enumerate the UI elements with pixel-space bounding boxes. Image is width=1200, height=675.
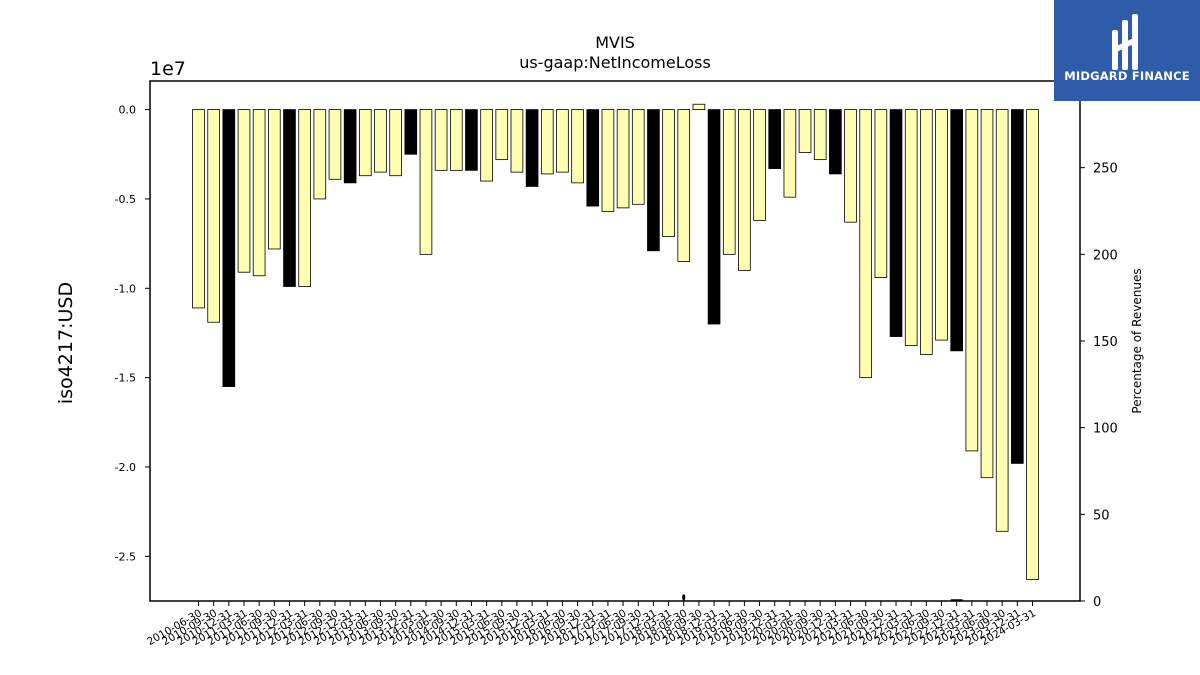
pct-revenue-marker <box>682 594 686 601</box>
bar <box>798 109 812 153</box>
bar <box>207 109 220 323</box>
bar <box>358 109 372 177</box>
bar <box>268 109 281 250</box>
y2-tick-label: 0 <box>1093 595 1101 610</box>
bar <box>859 109 873 379</box>
bar <box>950 109 963 352</box>
bar <box>631 109 645 205</box>
bar <box>889 109 903 337</box>
bar <box>510 109 524 173</box>
bar <box>283 109 296 287</box>
bar <box>480 109 493 182</box>
y2-tick-label: 150 <box>1093 335 1118 350</box>
bar <box>237 109 251 273</box>
y-axis-label: iso4217:USD <box>55 282 77 404</box>
plot-area: 0.0-0.5-1.0-1.5-2.0-2.505010015020025030… <box>115 75 1118 648</box>
bar <box>192 109 205 309</box>
midgard-finance-logo: MIDGARD FINANCE <box>1054 0 1200 101</box>
plot-frame <box>149 80 1081 602</box>
y-tick-label: -2.5 <box>115 550 136 563</box>
bar <box>965 109 979 452</box>
chart-title: MVIS <box>595 33 635 52</box>
y-tick-label: -1.5 <box>115 372 136 385</box>
bar <box>556 109 569 173</box>
bar <box>995 109 1009 532</box>
bar <box>980 109 994 479</box>
bar <box>222 109 236 387</box>
y2-tick-label: 50 <box>1093 508 1110 523</box>
bar <box>343 109 357 184</box>
bar <box>525 109 539 187</box>
y-tick-label: -0.5 <box>115 193 136 206</box>
bar <box>692 103 706 110</box>
y-tick-label: -2.0 <box>115 461 136 474</box>
bar <box>647 109 660 252</box>
bar <box>298 109 311 287</box>
y2-tick-label: 250 <box>1093 162 1118 177</box>
bar <box>616 109 630 209</box>
bar <box>601 109 615 212</box>
bar <box>495 109 509 161</box>
bar <box>313 109 327 200</box>
bar <box>783 109 797 198</box>
y2-tick-label: 200 <box>1093 248 1118 263</box>
y-multiplier-label: 1e7 <box>150 58 186 80</box>
bar <box>540 109 554 175</box>
midgard-logo-icon <box>1112 14 1138 70</box>
bar <box>419 109 433 255</box>
bar <box>434 109 448 171</box>
bar <box>768 109 782 169</box>
bar <box>465 109 478 171</box>
bar <box>935 109 948 341</box>
bar <box>586 109 600 207</box>
y2-tick-label: 100 <box>1093 422 1118 437</box>
bar <box>677 109 691 262</box>
bar <box>449 109 463 171</box>
y2-axis-label: Percentage of Revenues <box>1130 268 1144 413</box>
bar <box>738 109 751 271</box>
bar <box>374 109 387 173</box>
bar <box>328 109 342 180</box>
bar <box>813 109 827 161</box>
bar <box>707 109 721 325</box>
y-tick-label: -1.0 <box>115 282 136 295</box>
bar <box>753 109 766 221</box>
bar <box>571 109 584 184</box>
bar <box>389 109 402 177</box>
bar <box>920 109 933 355</box>
bar <box>404 109 418 155</box>
bar <box>722 109 736 255</box>
bar <box>1011 109 1024 464</box>
y-tick-label: 0.0 <box>119 104 137 117</box>
bar <box>1026 109 1039 580</box>
bar <box>829 109 842 175</box>
bar <box>844 109 857 223</box>
bar <box>252 109 266 277</box>
bar <box>904 109 918 346</box>
bar <box>662 109 675 237</box>
chart-subtitle: us-gaap:NetIncomeLoss <box>519 53 711 72</box>
bar <box>874 109 888 278</box>
logo-text: MIDGARD FINANCE <box>1064 69 1190 83</box>
